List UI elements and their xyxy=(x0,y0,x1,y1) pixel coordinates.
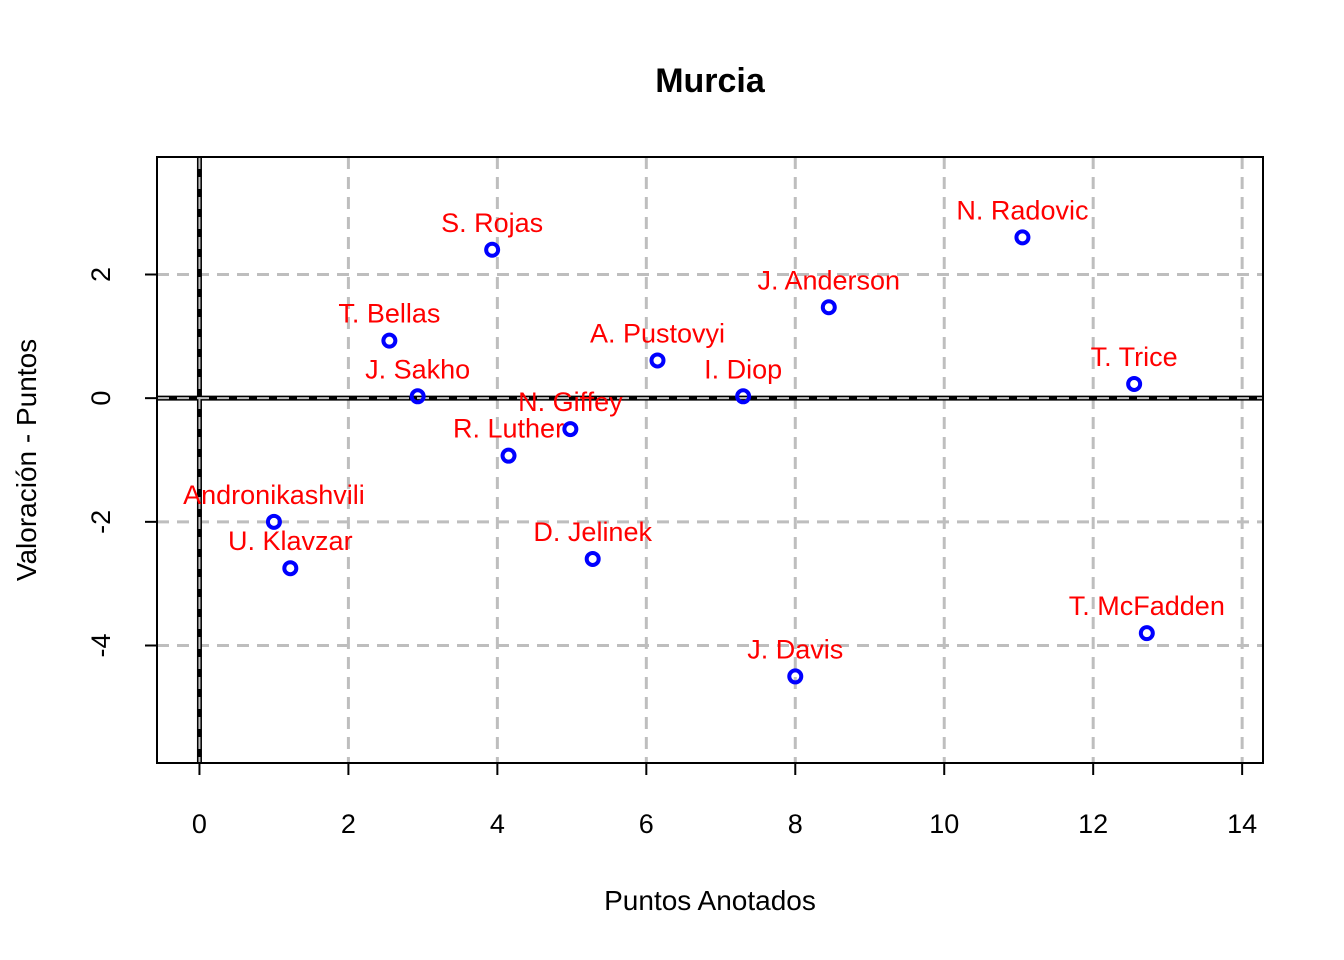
data-point xyxy=(735,388,752,405)
data-point xyxy=(265,513,282,530)
data-point xyxy=(820,299,837,316)
y-axis-label: Valoración - Puntos xyxy=(11,339,42,581)
data-points xyxy=(265,229,1155,685)
point-label: N. Giffey xyxy=(518,387,623,417)
point-label: Andronikashvili xyxy=(183,480,365,510)
point-label: D. Jelinek xyxy=(533,517,652,547)
data-point xyxy=(1126,375,1143,392)
axes: 0 2 4 6 8 10 12 14 -4 -2 0 2 xyxy=(86,267,1257,839)
x-axis-label: Puntos Anotados xyxy=(604,885,816,916)
x-tick-label: 4 xyxy=(490,809,505,839)
y-tick-label: 2 xyxy=(86,267,116,282)
point-label: T. McFadden xyxy=(1069,591,1225,621)
data-point xyxy=(1138,625,1155,642)
data-point xyxy=(500,447,517,464)
point-label: I. Diop xyxy=(704,354,782,384)
point-label: A. Pustovyi xyxy=(590,318,725,348)
point-label: N. Radovic xyxy=(956,195,1088,225)
x-tick-label: 0 xyxy=(192,809,207,839)
data-point xyxy=(484,241,501,258)
data-point xyxy=(787,668,804,685)
chart-title: Murcia xyxy=(655,62,766,100)
plot-frame xyxy=(156,156,1264,764)
reference-lines xyxy=(157,157,1263,763)
data-point xyxy=(282,560,299,577)
point-label: J. Davis xyxy=(747,634,843,664)
y-tick-label: -4 xyxy=(86,634,116,658)
data-point xyxy=(381,332,398,349)
point-label: R. Luther xyxy=(453,414,564,444)
x-tick-label: 14 xyxy=(1227,809,1257,839)
data-point xyxy=(649,352,666,369)
y-tick-label: 0 xyxy=(86,391,116,406)
x-tick-label: 6 xyxy=(639,809,654,839)
point-label: T. Trice xyxy=(1091,342,1178,372)
point-label: U. Klavzar xyxy=(228,526,353,556)
point-label: T. Bellas xyxy=(338,299,440,329)
point-label: S. Rojas xyxy=(441,208,543,238)
x-tick-label: 8 xyxy=(788,809,803,839)
data-point xyxy=(409,388,426,405)
data-point xyxy=(1014,229,1031,246)
x-tick-label: 10 xyxy=(929,809,959,839)
data-point xyxy=(562,421,579,438)
x-tick-label: 12 xyxy=(1078,809,1108,839)
x-tick-label: 2 xyxy=(341,809,356,839)
y-tick-label: -2 xyxy=(86,510,116,534)
point-labels: S. Rojas N. Radovic J. Anderson T. Bellas A.… xyxy=(183,195,1225,664)
point-label: J. Anderson xyxy=(757,265,900,295)
data-point xyxy=(584,550,601,567)
point-label: J. Sakho xyxy=(365,354,470,384)
